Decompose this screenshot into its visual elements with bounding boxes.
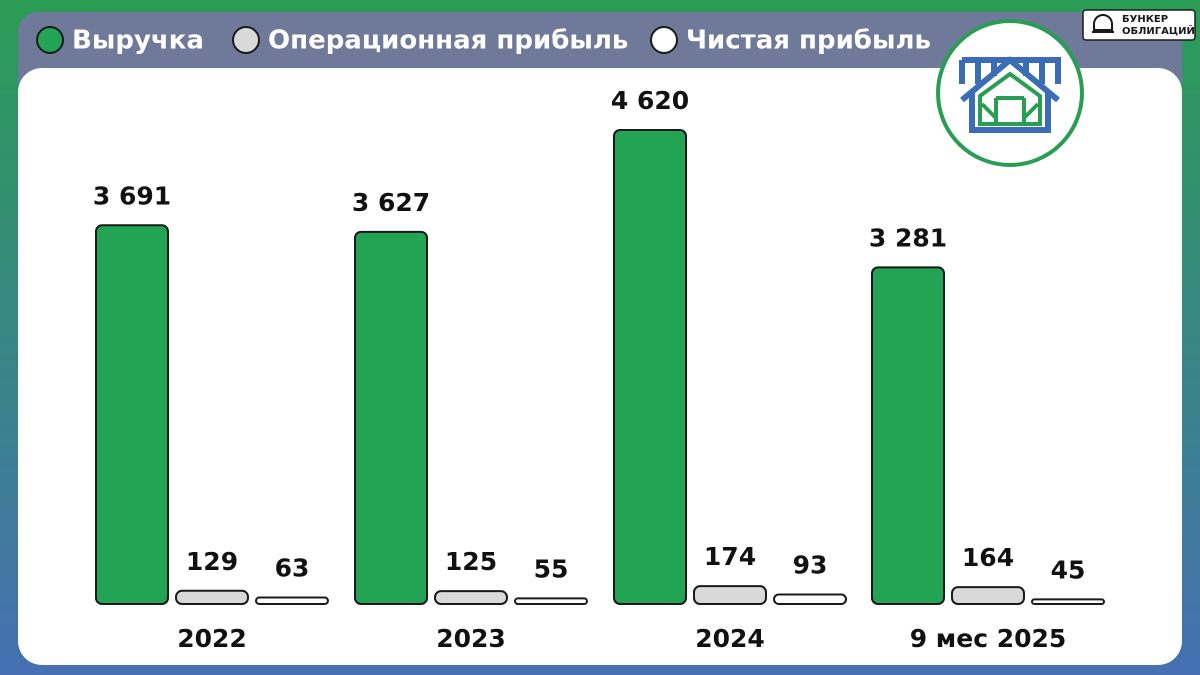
value-label: 129 — [186, 547, 238, 576]
bar — [95, 224, 169, 605]
value-label: 45 — [1051, 555, 1086, 584]
bar — [693, 585, 767, 605]
legend-label: Чистая прибыль — [686, 26, 931, 56]
logo-house — [959, 56, 1061, 133]
legend: Выручка Операционная прибыль Чистая прибыл… — [36, 26, 931, 56]
value-label: 55 — [534, 554, 569, 583]
bar — [354, 230, 428, 605]
x-tick-label: 2023 — [436, 624, 506, 653]
legend-swatch — [36, 26, 64, 54]
brand-icon — [1092, 14, 1114, 33]
legend-label: Выручка — [72, 26, 204, 56]
bar — [255, 596, 329, 605]
logo-circle — [936, 19, 1084, 167]
logo-frame — [978, 71, 1042, 126]
value-label: 93 — [793, 550, 828, 579]
bar — [175, 589, 249, 605]
legend-swatch — [232, 26, 260, 54]
value-label: 63 — [275, 554, 310, 583]
bar — [514, 597, 588, 605]
x-tick-label: 2024 — [695, 624, 765, 653]
value-label: 4 620 — [611, 86, 689, 115]
legend-swatch — [650, 26, 678, 54]
x-tick-label: 2022 — [177, 624, 247, 653]
bar — [871, 266, 945, 605]
value-label: 3 281 — [869, 223, 947, 252]
bar — [1031, 598, 1105, 605]
brand-text: БУНКЕР — [1122, 14, 1168, 25]
brand-badge: БУНКЕР ОБЛИГАЦИЙ — [1082, 9, 1196, 41]
legend-label: Операционная прибыль — [268, 26, 628, 56]
logo — [936, 19, 1084, 167]
bar — [613, 128, 687, 605]
value-label: 174 — [704, 542, 756, 571]
bar — [951, 586, 1025, 605]
value-label: 3 627 — [352, 188, 430, 217]
x-tick-label: 9 мес 2025 — [910, 624, 1067, 653]
value-label: 3 691 — [93, 181, 171, 210]
plot: 2022 3 691 129 63 2023 3 627 125 55 2024 4 620 174… — [93, 86, 1105, 653]
value-label: 125 — [445, 547, 497, 576]
brand-text: ОБЛИГАЦИЙ — [1122, 24, 1195, 37]
value-label: 164 — [962, 543, 1014, 572]
bar — [434, 590, 508, 605]
bar — [773, 593, 847, 605]
